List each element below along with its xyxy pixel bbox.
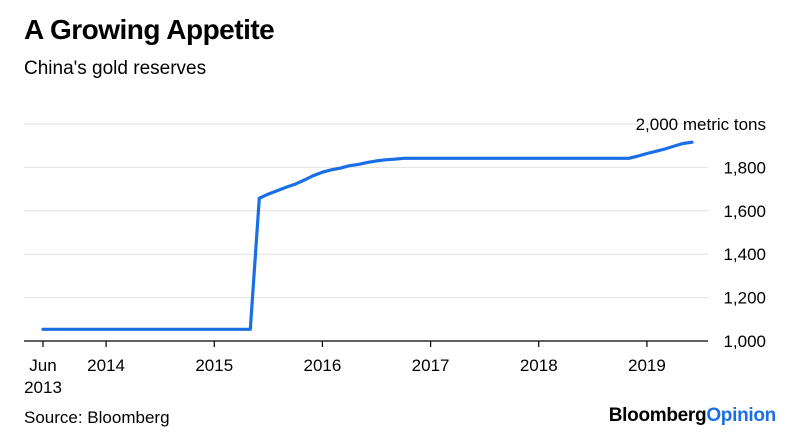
- x-tick-label-2015-01: 2015: [195, 356, 233, 375]
- x-tick-label-2017-01: 2017: [412, 356, 450, 375]
- series-line-0: [41, 140, 694, 331]
- x-tick-label-2013-06: Jun: [29, 356, 56, 375]
- y-tick-label-1800: 1,800: [723, 158, 766, 177]
- grid-lines: [24, 123, 708, 299]
- bloomberg-opinion-logo: BloombergOpinion: [608, 405, 777, 427]
- x-tick-label-line2-2013-06: 2013: [24, 378, 62, 397]
- x-tick-label-2018-01: 2018: [520, 356, 558, 375]
- x-axis: [24, 340, 708, 347]
- chart-subtitle: China's gold reserves: [24, 58, 207, 79]
- series-layer: [41, 140, 694, 331]
- source-note: Source: Bloomberg: [24, 408, 170, 427]
- x-axis-labels: Jun 2013 2014 2015 2016 2017 2018 2019: [24, 356, 666, 397]
- logo-opinion-text: Opinion: [706, 405, 776, 426]
- x-tick-label-2014-01: 2014: [87, 356, 125, 375]
- line-chart: 1,000 1,200 1,400 1,600 1,800 2,000 metric to…: [24, 115, 766, 397]
- x-tick-label-2016-01: 2016: [304, 356, 342, 375]
- logo-bloomberg-text: Bloomberg: [608, 405, 707, 426]
- y-tick-label-1600: 1,600: [723, 202, 766, 221]
- y-tick-label-2000: 2,000 metric tons: [636, 115, 766, 134]
- x-tick-label-2019-01: 2019: [628, 356, 666, 375]
- chart-title: A Growing Appetite: [24, 14, 275, 45]
- y-tick-label-1200: 1,200: [723, 289, 766, 308]
- y-tick-label-1400: 1,400: [723, 245, 766, 264]
- y-axis-labels: 1,000 1,200 1,400 1,600 1,800 2,000 metric to…: [636, 115, 766, 351]
- y-tick-label-1000: 1,000: [723, 332, 766, 351]
